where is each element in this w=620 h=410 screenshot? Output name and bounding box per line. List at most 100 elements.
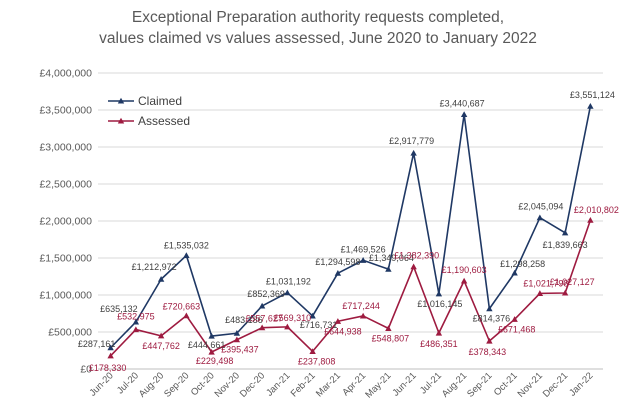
data-point-claimed	[385, 265, 392, 272]
y-tick-label: £500,000	[48, 327, 92, 339]
data-label-assessed: £569,310	[274, 313, 312, 323]
data-label-assessed: £178,330	[89, 363, 127, 373]
data-point-claimed	[410, 149, 417, 156]
data-point-assessed	[233, 336, 241, 343]
data-labels-group: £287,161 £635,132 £1,212,972 £1,535,032 £444…	[78, 90, 619, 373]
data-point-claimed	[183, 252, 190, 258]
data-point-claimed	[587, 103, 594, 109]
data-point-assessed	[385, 325, 392, 331]
data-label-claimed: £2,045,094	[518, 202, 563, 212]
data-label-claimed: £287,161	[78, 339, 116, 349]
data-point-assessed	[208, 348, 215, 355]
y-axis-tick-labels: £0 £500,000 £1,000,000 £1,500,000 £2,000,000…	[39, 68, 92, 376]
data-label-assessed: £1,021,798	[523, 278, 568, 288]
data-label-assessed: £2,010,802	[574, 205, 619, 215]
legend-label-assessed: Assessed	[138, 114, 190, 128]
data-label-assessed: £1,382,390	[394, 251, 439, 261]
chart-title-line-2: values claimed vs values assessed, June …	[99, 30, 537, 47]
data-label-claimed: £852,369	[247, 289, 285, 299]
data-point-assessed	[359, 312, 367, 319]
data-point-assessed	[107, 352, 114, 359]
data-point-claimed	[258, 302, 266, 309]
data-point-claimed	[107, 344, 114, 351]
data-point-claimed	[536, 214, 544, 221]
data-label-assessed: £237,808	[298, 356, 336, 366]
data-label-assessed: £378,343	[469, 347, 507, 357]
data-point-claimed	[334, 269, 342, 276]
data-point-assessed	[561, 289, 569, 296]
data-label-assessed: £486,351	[420, 339, 458, 349]
data-point-claimed	[157, 276, 165, 282]
y-tick-label: £2,000,000	[39, 216, 92, 228]
data-label-claimed: £1,016,145	[417, 299, 462, 309]
y-tick-label: £1,000,000	[39, 290, 92, 302]
data-point-claimed	[460, 111, 468, 117]
chart-title: Exceptional Preparation authority reques…	[99, 9, 537, 47]
chart-title-line-1: Exceptional Preparation authority reques…	[132, 9, 504, 26]
data-label-claimed: £3,440,687	[440, 98, 485, 108]
data-point-claimed	[435, 290, 443, 297]
legend-label-claimed: Claimed	[138, 94, 182, 108]
data-label-assessed: £229,498	[196, 356, 234, 366]
data-point-assessed	[587, 217, 594, 223]
data-point-assessed	[435, 329, 443, 336]
y-tick-label: £4,000,000	[39, 68, 92, 80]
data-label-claimed: £1,469,526	[341, 244, 386, 254]
data-label-assessed: £1,027,127	[550, 277, 595, 287]
data-label-claimed: £1,031,192	[266, 277, 311, 287]
data-point-assessed	[183, 312, 190, 319]
data-point-claimed	[486, 305, 493, 312]
y-tick-label: £2,500,000	[39, 179, 92, 191]
data-label-claimed: £716,731	[300, 320, 338, 330]
data-label-assessed: £447,762	[142, 341, 180, 351]
data-point-claimed	[359, 257, 367, 263]
data-point-claimed	[208, 332, 215, 339]
data-label-assessed: £1,190,603	[442, 265, 487, 275]
data-point-assessed	[334, 318, 342, 324]
y-tick-label: £3,500,000	[39, 105, 92, 117]
series-line-assessed	[110, 219, 592, 357]
y-tick-label: £1,500,000	[39, 253, 92, 265]
data-label-assessed: £548,807	[372, 333, 410, 343]
data-label-claimed: £635,132	[100, 304, 138, 314]
gridlines	[98, 72, 603, 370]
data-label-claimed: £1,294,598	[315, 257, 360, 267]
y-tick-label: £3,000,000	[39, 142, 92, 154]
data-point-assessed	[157, 332, 165, 339]
data-point-assessed	[536, 290, 544, 296]
data-point-assessed	[460, 277, 468, 284]
data-label-claimed: £3,551,124	[570, 90, 615, 100]
data-label-claimed: £1,535,032	[164, 240, 209, 250]
data-point-assessed	[511, 316, 518, 322]
data-label-assessed: £644,938	[324, 326, 362, 336]
data-point-claimed	[511, 269, 518, 276]
data-point-assessed	[309, 348, 316, 354]
data-label-assessed: £720,663	[163, 302, 201, 312]
series-line-claimed	[110, 106, 592, 349]
data-label-assessed: £671,468	[498, 324, 536, 334]
data-point-assessed	[486, 337, 493, 344]
data-label-claimed: £444,661	[188, 340, 226, 350]
y-tick-label: £0	[80, 364, 92, 376]
data-label-assessed: £557,627	[245, 314, 283, 324]
data-label-claimed: £483,186	[225, 315, 263, 325]
data-point-assessed	[410, 263, 417, 270]
data-label-assessed: £395,437	[221, 345, 259, 355]
data-point-assessed	[284, 323, 291, 330]
data-label-assessed: £532,975	[117, 312, 155, 322]
data-label-assessed: £717,244	[342, 301, 380, 311]
data-label-claimed: £1,349,064	[369, 253, 414, 263]
series-group	[107, 103, 594, 359]
data-point-claimed	[233, 330, 241, 336]
data-label-claimed: £1,298,258	[500, 259, 545, 269]
data-point-claimed	[561, 229, 569, 236]
data-point-claimed	[284, 289, 291, 296]
legend-marker	[117, 97, 125, 104]
legend: Claimed Assessed	[108, 94, 190, 128]
data-point-assessed	[132, 326, 140, 333]
data-point-assessed	[258, 324, 266, 331]
legend-marker	[117, 117, 125, 124]
data-label-claimed: £1,212,972	[132, 262, 177, 272]
